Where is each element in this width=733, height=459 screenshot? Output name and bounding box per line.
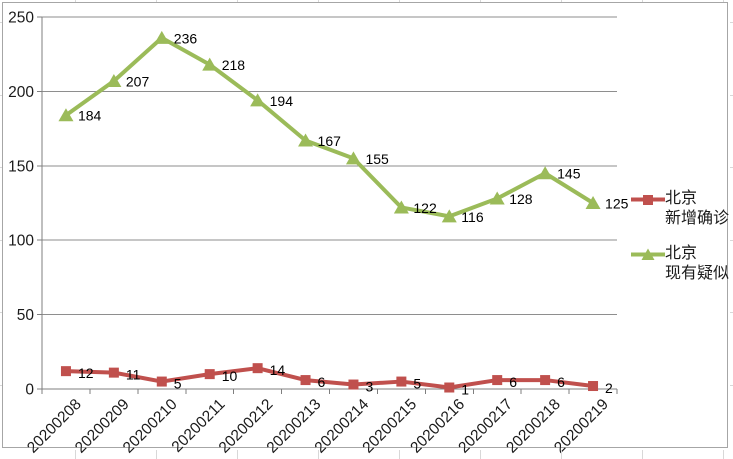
series-0-marker[interactable] — [396, 376, 407, 387]
y-tick-label: 100 — [8, 233, 34, 250]
series-1-marker[interactable] — [345, 151, 361, 165]
sheet-gridline-stub — [642, 0, 643, 2]
data-label: 14 — [270, 362, 286, 378]
sheet-gridline-stub — [399, 450, 400, 459]
series-0-marker[interactable] — [444, 382, 455, 393]
legend-label-new-confirmed: 北京 新增确诊 — [665, 190, 730, 227]
data-label: 5 — [413, 376, 421, 392]
sheet-gridline-stub — [561, 0, 562, 2]
sheet-gridline-stub — [730, 385, 733, 386]
data-label: 184 — [78, 108, 102, 124]
data-label: 2 — [605, 380, 613, 396]
series-1-marker[interactable] — [489, 191, 505, 205]
sheet-gridline-stub — [156, 450, 157, 459]
data-label: 122 — [413, 200, 437, 216]
series-1-marker[interactable] — [106, 73, 122, 87]
sheet-gridline-stub — [75, 0, 76, 2]
series-1-marker[interactable] — [585, 196, 601, 209]
legend-triangle-marker-icon — [631, 248, 665, 260]
series-0-marker[interactable] — [252, 363, 263, 374]
sheet-gridline-stub — [730, 240, 733, 241]
series-0-marker[interactable] — [492, 375, 503, 386]
data-label: 116 — [461, 209, 484, 225]
legend: 北京 新增确诊 北京 现有疑似 — [631, 189, 729, 284]
series-1-marker[interactable] — [393, 200, 409, 214]
sheet-gridline-stub — [642, 450, 643, 459]
series-1-marker[interactable] — [441, 209, 457, 223]
data-label: 5 — [174, 376, 182, 392]
data-label: 145 — [557, 166, 581, 182]
sheet-gridline-stub — [0, 22, 2, 23]
data-label: 167 — [318, 133, 342, 149]
data-label: 6 — [557, 374, 565, 390]
data-label: 11 — [126, 367, 141, 383]
series-1-marker[interactable] — [202, 57, 218, 71]
data-label: 218 — [222, 57, 246, 73]
y-tick-label: 200 — [8, 84, 34, 101]
y-tick-label: 50 — [17, 307, 35, 324]
sheet-gridline-stub — [237, 450, 238, 459]
series-1-marker[interactable] — [58, 108, 74, 122]
series-1-marker[interactable] — [537, 166, 553, 180]
sheet-gridline-stub — [0, 95, 2, 96]
series-0-line[interactable] — [65, 366, 594, 390]
data-label: 6 — [509, 374, 517, 390]
sheet-gridline-stub — [237, 0, 238, 2]
series-0-marker[interactable] — [60, 366, 71, 377]
data-label: 1 — [461, 382, 469, 398]
sheet-gridline-stub — [75, 450, 76, 459]
series-1-marker[interactable] — [154, 30, 170, 44]
data-label: 194 — [270, 93, 294, 109]
series-0-marker[interactable] — [204, 369, 215, 380]
sheet-gridline-stub — [0, 385, 2, 386]
data-label: 125 — [605, 196, 629, 212]
sheet-gridline-stub — [0, 240, 2, 241]
legend-square-marker-icon — [631, 195, 665, 205]
data-label: 6 — [318, 374, 326, 390]
sheet-gridline-stub — [318, 450, 319, 459]
data-label: 10 — [222, 368, 238, 384]
y-tick-label: 150 — [8, 158, 34, 175]
sheet-gridline-stub — [156, 0, 157, 2]
sheet-gridline-stub — [318, 0, 319, 2]
series-0-marker[interactable] — [588, 381, 599, 392]
series-1-marker[interactable] — [250, 93, 266, 107]
sheet-gridline-stub — [723, 0, 724, 2]
data-label: 207 — [126, 73, 150, 89]
series-1-marker[interactable] — [298, 133, 314, 147]
sheet-gridline-stub — [723, 450, 724, 459]
sheet-gridline-stub — [730, 95, 733, 96]
series-0-marker[interactable] — [108, 367, 119, 378]
legend-item-beijing-xinzeng-quezhen[interactable]: 北京 新增确诊 — [631, 189, 729, 229]
sheet-gridline-stub — [0, 312, 2, 313]
sheet-gridline-stub — [399, 0, 400, 2]
data-label: 155 — [365, 151, 389, 167]
series-0-marker[interactable] — [300, 375, 311, 386]
legend-item-beijing-xianyou-yisi[interactable]: 北京 现有疑似 — [631, 244, 729, 284]
sheet-gridline-stub — [730, 312, 733, 313]
data-label: 3 — [365, 379, 373, 395]
series-0-marker[interactable] — [540, 375, 551, 386]
sheet-gridline-stub — [480, 450, 481, 459]
sheet-gridline-stub — [730, 167, 733, 168]
y-tick-label: 0 — [25, 382, 34, 399]
sheet-gridline-stub — [0, 167, 2, 168]
series-0-marker[interactable] — [156, 376, 167, 387]
sheet-gridline-stub — [480, 0, 481, 2]
data-label: 236 — [174, 30, 198, 46]
data-label: 128 — [509, 191, 533, 207]
series-0-marker[interactable] — [348, 379, 359, 390]
series-1-line[interactable] — [64, 35, 595, 219]
legend-label-existing-suspected: 北京 现有疑似 — [665, 245, 730, 282]
data-label: 12 — [78, 365, 94, 381]
y-tick-label: 250 — [8, 10, 34, 27]
sheet-gridline-stub — [561, 450, 562, 459]
sheet-gridline-stub — [730, 22, 733, 23]
